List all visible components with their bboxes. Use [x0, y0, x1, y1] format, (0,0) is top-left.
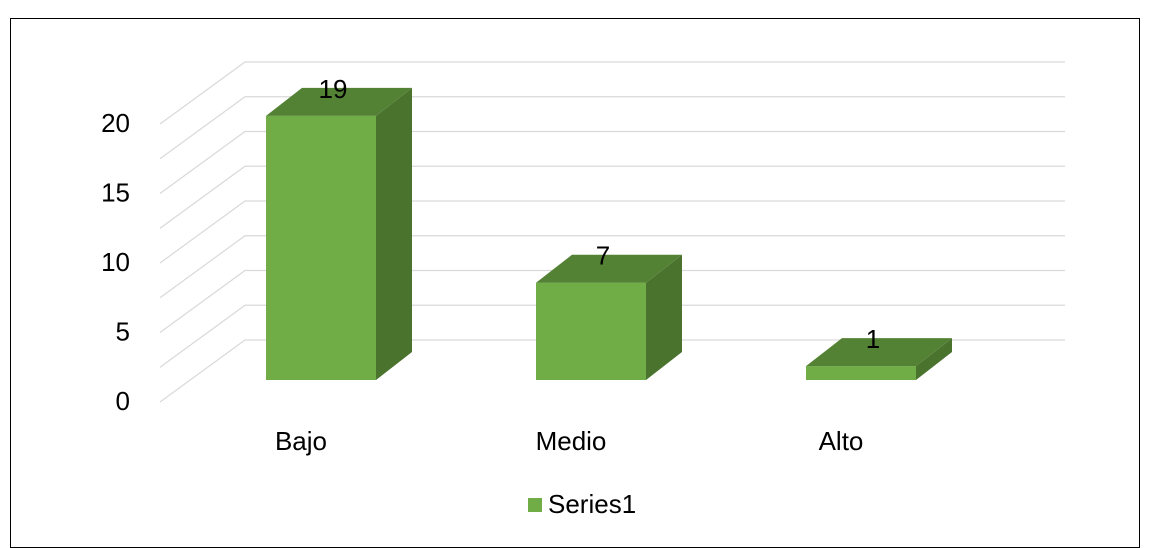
data-label: 7 — [596, 241, 610, 271]
bar-top — [806, 338, 952, 367]
gridline — [159, 96, 1065, 160]
gridline — [159, 61, 1065, 125]
gridline — [159, 235, 1065, 299]
category-label: Bajo — [275, 426, 327, 456]
y-tick-label: 15 — [101, 178, 130, 208]
y-tick-label: 0 — [116, 386, 130, 416]
gridline — [159, 339, 1065, 403]
bar-front — [266, 115, 376, 381]
bar-front — [536, 282, 646, 380]
y-axis-ticks: 0 5 10 15 20 — [101, 108, 130, 416]
gridline — [159, 200, 1065, 264]
data-label: 1 — [866, 324, 880, 354]
category-label: Alto — [819, 426, 864, 456]
x-axis-labels: Bajo Medio Alto — [275, 426, 863, 456]
y-tick-label: 20 — [101, 108, 130, 138]
y-tick-label: 5 — [116, 317, 130, 347]
gridline — [159, 130, 1065, 194]
bar-top — [536, 254, 682, 283]
legend-label: Series1 — [548, 489, 637, 519]
legend: Series1 — [528, 489, 636, 520]
legend-swatch — [528, 497, 542, 512]
gridline — [159, 304, 1065, 368]
bar — [536, 254, 682, 380]
data-label: 19 — [319, 74, 348, 104]
bar-top — [266, 87, 412, 116]
gridline — [159, 269, 1065, 333]
bar — [806, 338, 952, 380]
bars — [266, 87, 952, 381]
y-tick-label: 10 — [101, 247, 130, 277]
bar-side — [916, 338, 952, 380]
bar-side — [376, 87, 412, 381]
bar-front — [806, 366, 916, 380]
gridlines — [159, 61, 1065, 403]
gridline — [159, 165, 1065, 229]
bar-side — [646, 254, 682, 380]
bar — [266, 87, 412, 381]
category-label: Medio — [536, 426, 607, 456]
